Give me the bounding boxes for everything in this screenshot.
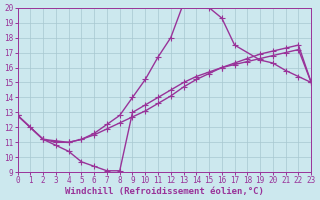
X-axis label: Windchill (Refroidissement éolien,°C): Windchill (Refroidissement éolien,°C) xyxy=(65,187,264,196)
